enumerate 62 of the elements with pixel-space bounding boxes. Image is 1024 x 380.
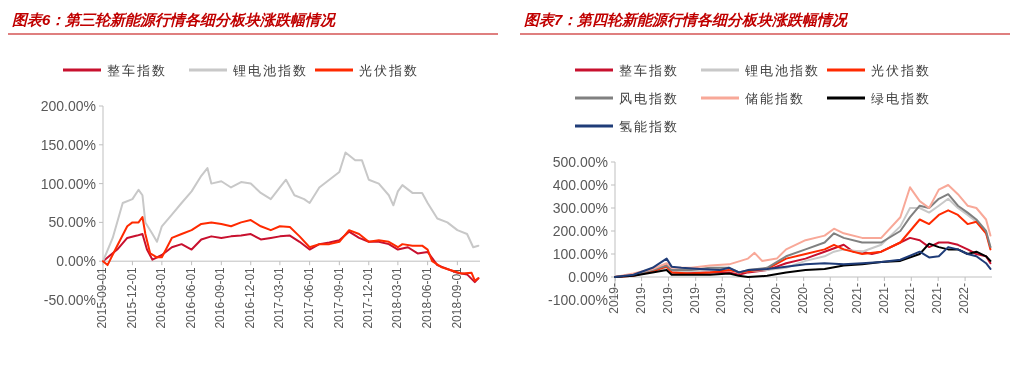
x-tick-label: 2021- — [903, 283, 918, 314]
legend-label: 整车指数 — [619, 63, 679, 78]
x-tick-label: 2015-09-01 — [95, 266, 110, 329]
legend-label: 绿电指数 — [871, 91, 931, 106]
y-tick-label: 50.00% — [48, 214, 96, 231]
y-tick-label: 300.00% — [552, 200, 608, 216]
x-tick-label: 2018-03-01 — [390, 266, 405, 329]
y-tick-label: 150.00% — [40, 136, 96, 153]
legend-item: 氢能指数 — [575, 119, 679, 134]
x-tick-label: 2019- — [714, 283, 729, 314]
legend-label: 风电指数 — [619, 91, 679, 106]
y-tick-label: -50.00% — [43, 292, 96, 308]
legend-item: 锂电池指数 — [701, 63, 820, 78]
legend-label: 整车指数 — [107, 63, 167, 78]
legend-item: 锂电池指数 — [189, 63, 308, 78]
x-tick-label: 2020- — [795, 283, 810, 314]
x-tick-label: 2021- — [930, 283, 945, 314]
x-tick-label: 2017-03-01 — [272, 266, 287, 329]
y-tick-label: 500.00% — [552, 154, 608, 170]
y-tick-label: 200.00% — [40, 98, 96, 114]
legend-item: 光伏指数 — [827, 63, 931, 78]
y-tick-label: 0.00% — [568, 269, 608, 285]
legend-item: 储能指数 — [701, 91, 805, 106]
x-tick-label: 2019- — [607, 283, 622, 314]
x-tick-label: 2016-06-01 — [183, 266, 198, 329]
x-tick-label: 2015-12-01 — [124, 266, 139, 329]
x-tick-label: 2016-12-01 — [242, 266, 257, 329]
y-tick-label: -100.00% — [548, 292, 608, 308]
chart-title: 图表6：第三轮新能源行情各细分板块涨跌幅情况 — [12, 11, 338, 28]
x-tick-label: 2019- — [633, 283, 648, 314]
legend-item: 风电指数 — [575, 91, 679, 106]
chart-title: 图表7：第四轮新能源行情各细分板块涨跌幅情况 — [524, 11, 850, 28]
x-tick-label: 2018-06-01 — [419, 266, 434, 329]
legend-label: 光伏指数 — [871, 63, 931, 78]
y-tick-label: 0.00% — [56, 253, 96, 270]
x-tick-label: 2019- — [660, 283, 675, 314]
legend-item: 整车指数 — [63, 63, 167, 78]
legend-label: 光伏指数 — [359, 63, 419, 78]
x-tick-label: 2017-12-01 — [360, 266, 375, 329]
legend-label: 锂电池指数 — [232, 63, 308, 78]
x-tick-label: 2019- — [687, 283, 702, 314]
x-tick-label: 2020- — [741, 283, 756, 314]
x-tick-label: 2018-09-01 — [449, 266, 464, 329]
x-tick-label: 2020- — [822, 283, 837, 314]
x-tick-label: 2016-09-01 — [213, 266, 228, 329]
y-tick-label: 100.00% — [40, 175, 96, 192]
legend-label: 锂电池指数 — [744, 63, 820, 78]
legend-item: 绿电指数 — [827, 91, 931, 106]
x-tick-label: 2021- — [876, 283, 891, 314]
y-tick-label: 400.00% — [552, 177, 608, 193]
x-tick-label: 2020- — [768, 283, 783, 314]
y-tick-label: 200.00% — [552, 223, 608, 239]
x-tick-label: 2016-03-01 — [154, 266, 169, 329]
x-tick-label: 2017-09-01 — [331, 266, 346, 329]
legend-item: 整车指数 — [575, 63, 679, 78]
legend-item: 光伏指数 — [315, 63, 419, 78]
x-tick-label: 2017-06-01 — [301, 266, 316, 329]
legend-label: 储能指数 — [745, 91, 805, 106]
x-tick-label: 2022- — [957, 283, 972, 314]
x-tick-label: 2021- — [849, 283, 864, 314]
legend-label: 氢能指数 — [619, 119, 679, 134]
y-tick-label: 100.00% — [552, 246, 608, 262]
